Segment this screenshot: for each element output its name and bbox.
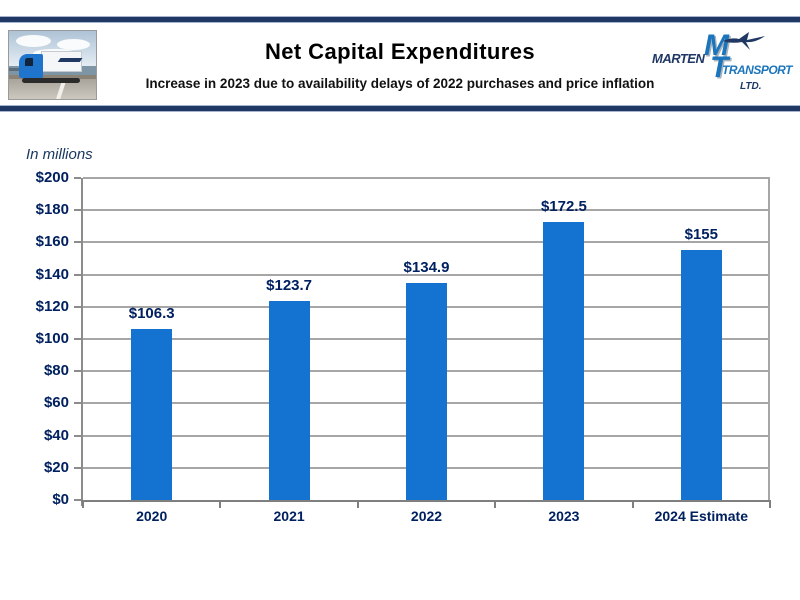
gridline-200 bbox=[83, 177, 770, 179]
x-axis-tick bbox=[219, 502, 222, 508]
bar-2022 bbox=[406, 282, 447, 500]
y-axis-tick-100 bbox=[74, 338, 81, 340]
page-title: Net Capital Expenditures bbox=[265, 39, 535, 64]
y-axis-line bbox=[81, 178, 83, 507]
units-label: In millions bbox=[26, 146, 93, 163]
bar-value-label: $155 bbox=[684, 226, 718, 244]
gridline-160 bbox=[83, 241, 770, 244]
shore bbox=[9, 74, 96, 80]
y-axis-label: $40 bbox=[43, 426, 69, 444]
y-axis-tick-160 bbox=[74, 241, 81, 244]
cloud bbox=[15, 35, 51, 48]
x-axis-tick bbox=[356, 502, 359, 508]
cloud bbox=[56, 39, 90, 51]
y-axis-tick-60 bbox=[74, 402, 81, 405]
y-axis-label: $200 bbox=[35, 169, 69, 186]
y-axis-tick-80 bbox=[74, 370, 81, 373]
y-axis-tick-200 bbox=[74, 177, 81, 179]
y-axis-tick-20 bbox=[74, 466, 81, 469]
truck-cab bbox=[19, 54, 44, 79]
bar-2020 bbox=[131, 328, 173, 500]
y-axis-tick-180 bbox=[74, 209, 81, 212]
y-axis-label: $80 bbox=[43, 362, 69, 380]
truck-windshield bbox=[24, 58, 34, 67]
x-axis-tick bbox=[769, 502, 771, 508]
logo-text-transport: TRANSPORT bbox=[722, 63, 792, 77]
truck-trailer bbox=[40, 50, 83, 73]
bar-value-label: $123.7 bbox=[266, 276, 313, 294]
truck-illustration bbox=[19, 49, 83, 84]
x-axis-line bbox=[81, 500, 771, 502]
y-axis-label: $60 bbox=[43, 394, 69, 412]
x-axis-label: 2023 bbox=[548, 508, 580, 524]
bar-value-label: $134.9 bbox=[403, 258, 450, 276]
trailer-swoosh bbox=[57, 57, 82, 62]
gridline-180 bbox=[83, 209, 770, 212]
road bbox=[9, 78, 96, 99]
x-axis-tick bbox=[82, 502, 84, 508]
logo-monogram-t: T bbox=[710, 51, 729, 84]
logo-text-ltd: LTD. bbox=[740, 81, 762, 92]
bar-2021 bbox=[268, 300, 310, 500]
y-axis-label: $160 bbox=[35, 233, 69, 251]
y-axis-label: $120 bbox=[35, 297, 69, 315]
y-axis-label: $20 bbox=[43, 458, 69, 476]
x-axis-label: 2020 bbox=[136, 508, 168, 524]
marten-transport-logo: MARTEN M T TRANSPORT LTD. bbox=[652, 29, 792, 103]
y-axis-label: $180 bbox=[35, 201, 69, 219]
x-axis-label: 2021 bbox=[273, 508, 305, 524]
page-subtitle: Increase in 2023 due to availability del… bbox=[145, 76, 655, 91]
logo-monogram-m: M bbox=[704, 29, 729, 62]
x-axis-label: 2024 Estimate bbox=[654, 508, 748, 524]
header-rule bbox=[0, 105, 800, 112]
bar-2024 bbox=[680, 250, 722, 500]
plot-area: $0 $20 $40 $60 $80 $100 $120 $140 $160 $180 $200 $1… bbox=[36, 169, 771, 524]
x-axis-tick bbox=[494, 502, 497, 508]
y-axis-label: $140 bbox=[35, 265, 69, 283]
truck-photo bbox=[8, 30, 97, 100]
x-axis-label: 2022 bbox=[410, 508, 443, 524]
bar-value-label: $106.3 bbox=[128, 304, 175, 322]
top-rule bbox=[0, 16, 800, 23]
y-axis-tick-120 bbox=[74, 305, 81, 308]
y-axis-label: $100 bbox=[35, 330, 69, 347]
y-axis-tick-40 bbox=[74, 434, 81, 437]
truck-wheels bbox=[21, 78, 80, 84]
bar-value-label: $172.5 bbox=[540, 198, 587, 216]
gridline-140 bbox=[83, 273, 770, 276]
y-axis-tick-140 bbox=[74, 273, 81, 276]
y-axis-label: $0 bbox=[52, 491, 69, 508]
bar-2023 bbox=[543, 222, 585, 500]
logo-text-marten: MARTEN bbox=[652, 51, 705, 66]
header: Net Capital Expenditures Increase in 202… bbox=[0, 23, 800, 105]
bird-icon bbox=[723, 32, 765, 50]
x-axis-tick bbox=[631, 502, 634, 508]
y-axis-tick-0 bbox=[74, 499, 81, 501]
